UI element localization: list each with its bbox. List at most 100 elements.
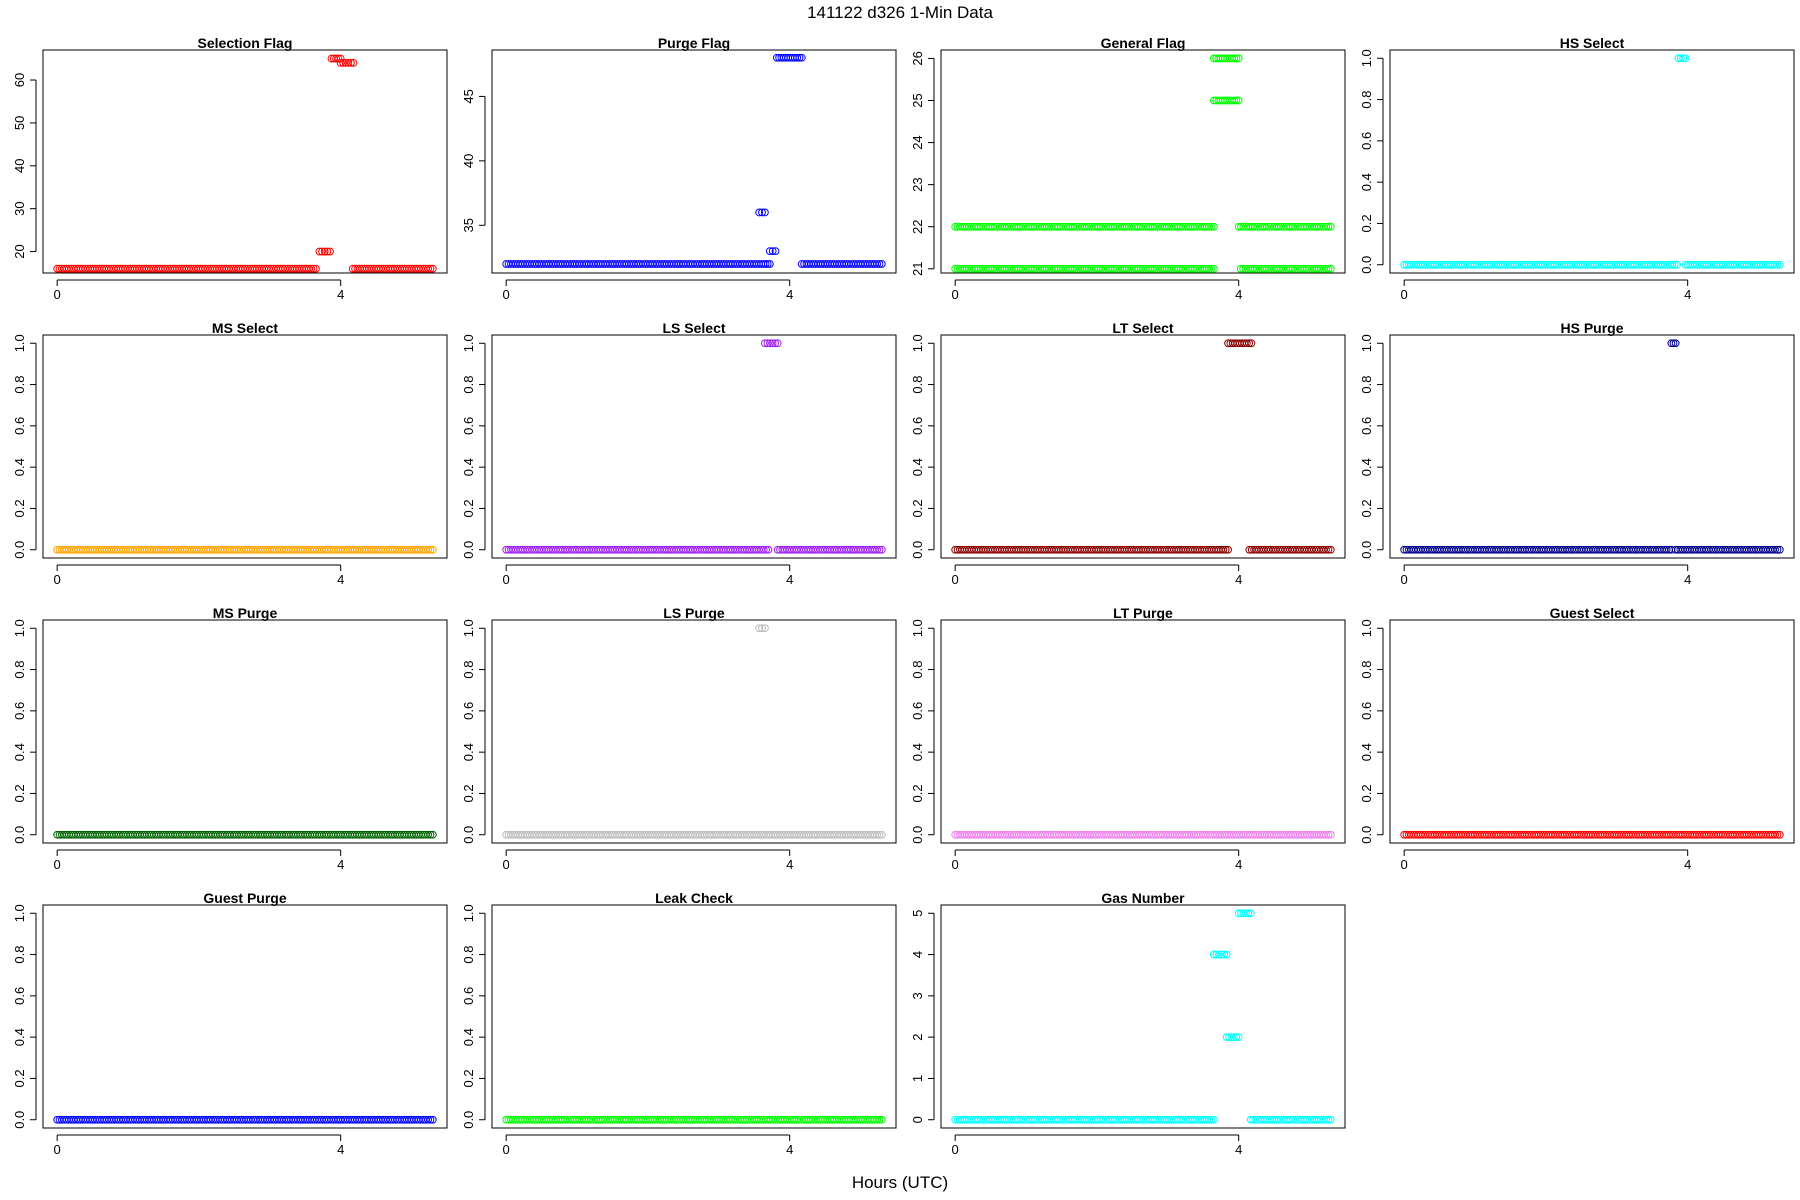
y-tick-label: 60 xyxy=(12,73,27,87)
panel-general-flag: General Flag 0 4 21 22 23 24 25 26 xyxy=(910,35,1346,302)
data-point xyxy=(1773,260,1782,269)
y-tick-label: 0.8 xyxy=(910,661,925,679)
y-tick-label: 0.4 xyxy=(461,458,476,476)
y-tick-label: 0.4 xyxy=(12,1028,27,1046)
data-point xyxy=(1775,260,1784,269)
y-tick-label: 0.0 xyxy=(12,541,27,559)
series-gas-number xyxy=(951,909,1335,1124)
y-tick-label: 2 xyxy=(910,1034,925,1041)
figure-title: 141122 d326 1-Min Data xyxy=(807,3,993,22)
data-point xyxy=(1322,264,1330,273)
x-tick-label: 0 xyxy=(1401,572,1408,587)
y-tick-label: 1.0 xyxy=(12,334,27,352)
y-tick-label: 0.4 xyxy=(910,743,925,761)
data-point xyxy=(1205,264,1214,273)
data-point xyxy=(771,339,779,348)
y-tick-label: 0.8 xyxy=(12,661,27,679)
data-point xyxy=(793,53,802,62)
data-point xyxy=(1681,54,1690,63)
y-tick-label: 0.4 xyxy=(461,743,476,761)
y-tick-label: 0.6 xyxy=(910,702,925,720)
data-point xyxy=(877,830,886,839)
panel-title: Leak Check xyxy=(655,890,733,906)
y-tick-label: 0.0 xyxy=(461,541,476,559)
data-point xyxy=(344,58,353,67)
data-point xyxy=(761,260,770,268)
y-tick-label: 0.0 xyxy=(12,1111,27,1129)
data-point xyxy=(1670,260,1679,269)
data-point xyxy=(349,58,358,67)
data-point xyxy=(755,624,764,633)
data-point xyxy=(875,545,884,554)
data-point xyxy=(428,830,437,839)
data-point xyxy=(1322,545,1330,554)
x-tick-label: 4 xyxy=(1684,857,1691,872)
x-tick-label: 4 xyxy=(786,287,793,302)
data-point xyxy=(1217,950,1226,959)
data-point xyxy=(768,247,777,255)
data-point xyxy=(773,339,782,348)
x-tick-label: 0 xyxy=(952,287,959,302)
panel-title: HS Purge xyxy=(1560,320,1623,336)
x-tick-label: 0 xyxy=(54,287,61,302)
data-point xyxy=(1326,1115,1335,1124)
y-tick-label: 1.0 xyxy=(12,904,27,922)
y-tick-label: 0.0 xyxy=(910,541,925,559)
series-leak-check xyxy=(502,1115,886,1124)
data-point xyxy=(1232,96,1241,105)
panel-title: General Flag xyxy=(1101,35,1186,51)
x-tick-label: 0 xyxy=(952,857,959,872)
panel-title: LS Purge xyxy=(663,605,725,621)
data-point xyxy=(873,545,881,554)
y-tick-label: 23 xyxy=(910,177,925,191)
data-point xyxy=(1322,222,1330,231)
data-point xyxy=(755,208,764,217)
data-point xyxy=(1224,545,1232,554)
data-point xyxy=(1221,545,1230,554)
panel-title: Purge Flag xyxy=(658,35,730,51)
y-tick-label: 0.6 xyxy=(12,702,27,720)
data-point xyxy=(1671,339,1680,348)
data-point xyxy=(1234,96,1243,105)
data-point xyxy=(763,339,772,348)
y-tick-label: 1.0 xyxy=(910,619,925,637)
data-point xyxy=(1771,260,1780,269)
data-point xyxy=(873,1115,881,1124)
y-tick-label: 0.0 xyxy=(461,826,476,844)
data-point xyxy=(1209,264,1218,273)
data-point xyxy=(758,208,766,217)
series-selection-flag xyxy=(53,54,437,273)
data-point xyxy=(763,260,772,268)
plot-frame xyxy=(491,619,897,844)
y-tick-label: 0.6 xyxy=(1359,702,1374,720)
series-ls-select xyxy=(502,339,886,554)
y-tick-label: 0.8 xyxy=(910,376,925,394)
y-tick-label: 40 xyxy=(12,159,27,173)
y-tick-label: 21 xyxy=(910,262,925,276)
y-tick-label: 0.8 xyxy=(1359,661,1374,679)
y-tick-label: 0.6 xyxy=(1359,417,1374,435)
data-point xyxy=(1222,950,1231,959)
series-hs-select xyxy=(1400,54,1784,269)
y-tick-label: 0.8 xyxy=(1359,376,1374,394)
panel-guest-select: Guest Select 0 4 0.0 0.2 0.4 0.6 0.8 1.0 xyxy=(1359,605,1795,872)
y-tick-label: 30 xyxy=(12,201,27,215)
y-tick-label: 4 xyxy=(910,951,925,958)
panel-lt-select: LT Select 0 4 0.0 0.2 0.4 0.6 0.8 1.0 xyxy=(910,320,1346,587)
data-point xyxy=(1230,54,1239,63)
panel-title: MS Select xyxy=(212,320,278,336)
y-tick-label: 0.2 xyxy=(461,1069,476,1087)
data-point xyxy=(315,247,324,256)
y-tick-label: 5 xyxy=(910,910,925,917)
x-tick-label: 4 xyxy=(1235,1142,1242,1157)
data-point xyxy=(1245,339,1253,348)
data-point xyxy=(1207,1115,1216,1124)
data-point xyxy=(426,830,435,839)
x-tick-label: 0 xyxy=(54,572,61,587)
data-point xyxy=(877,1115,886,1124)
y-tick-label: 24 xyxy=(910,135,925,149)
x-tick-label: 4 xyxy=(786,1142,793,1157)
x-tick-label: 4 xyxy=(786,857,793,872)
data-point xyxy=(760,208,769,217)
y-tick-label: 0.0 xyxy=(461,1111,476,1129)
